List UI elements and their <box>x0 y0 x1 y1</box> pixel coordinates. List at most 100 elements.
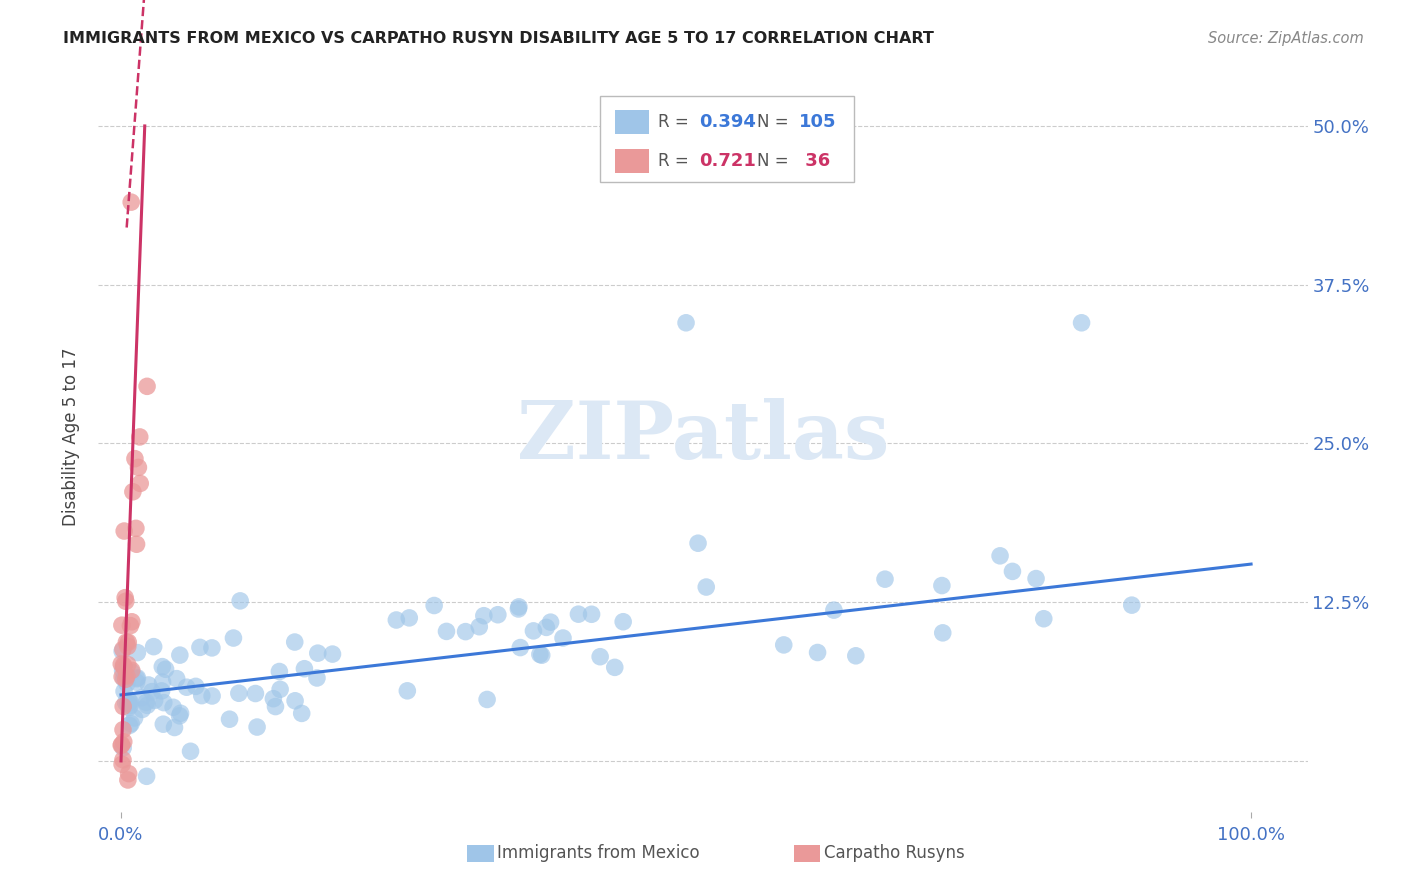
Point <box>540 615 562 629</box>
Point <box>307 646 329 660</box>
Point <box>169 648 191 662</box>
Point <box>136 379 159 393</box>
Point <box>695 580 717 594</box>
Point <box>114 673 136 687</box>
Point <box>398 611 420 625</box>
Point <box>150 659 173 673</box>
Point <box>166 672 188 686</box>
Point <box>111 618 134 632</box>
Point <box>153 696 176 710</box>
Point <box>127 671 149 685</box>
Point <box>169 709 191 723</box>
Point <box>112 699 135 714</box>
Point <box>120 716 142 731</box>
Point <box>124 711 146 725</box>
Point <box>125 521 148 535</box>
Point <box>118 700 141 714</box>
Point <box>117 640 139 654</box>
Point <box>305 671 328 685</box>
Point <box>162 700 184 714</box>
Point <box>529 648 551 662</box>
Point <box>135 695 157 709</box>
Text: Carpatho Rusyns: Carpatho Rusyns <box>824 844 965 862</box>
Point <box>508 602 530 616</box>
Point <box>686 536 709 550</box>
Point <box>121 665 143 680</box>
Point <box>1025 572 1047 586</box>
Point <box>152 717 174 731</box>
Text: R =: R = <box>658 153 695 170</box>
Text: R =: R = <box>658 113 695 131</box>
Point <box>284 635 307 649</box>
Point <box>136 698 159 713</box>
Point <box>423 599 446 613</box>
Point <box>436 624 458 639</box>
Bar <box>614 111 648 135</box>
Point <box>120 695 142 709</box>
Point <box>111 642 134 657</box>
Point <box>180 744 202 758</box>
Text: 36: 36 <box>799 153 830 170</box>
Point <box>152 675 174 690</box>
Text: 0.394: 0.394 <box>699 113 756 131</box>
Point <box>128 430 150 444</box>
Point <box>115 676 138 690</box>
Point <box>245 686 267 700</box>
Point <box>551 631 574 645</box>
Text: ZIPatlas: ZIPatlas <box>517 398 889 476</box>
Point <box>122 484 145 499</box>
Point <box>120 698 142 713</box>
Text: Source: ZipAtlas.com: Source: ZipAtlas.com <box>1208 31 1364 46</box>
Point <box>294 662 316 676</box>
Point <box>603 660 626 674</box>
Point <box>932 625 955 640</box>
Point <box>1001 565 1024 579</box>
Point <box>201 640 224 655</box>
Point <box>873 572 896 586</box>
Point <box>589 649 612 664</box>
Text: N =: N = <box>758 113 794 131</box>
Point <box>110 657 132 671</box>
FancyBboxPatch shape <box>600 96 855 182</box>
Point <box>141 684 163 698</box>
Point <box>117 657 139 672</box>
Point <box>114 696 136 710</box>
Point <box>125 672 148 686</box>
Point <box>291 706 314 721</box>
Point <box>155 662 177 676</box>
Point <box>262 691 284 706</box>
Point <box>114 591 136 605</box>
Point <box>486 607 509 622</box>
Point <box>125 537 148 551</box>
Point <box>454 624 477 639</box>
Point <box>468 620 491 634</box>
Point <box>396 683 419 698</box>
Point <box>988 549 1011 563</box>
Point <box>806 645 828 659</box>
Point <box>112 658 135 673</box>
Point <box>612 615 634 629</box>
Point <box>121 615 143 629</box>
Point <box>114 594 136 608</box>
Point <box>201 689 224 703</box>
Point <box>229 594 252 608</box>
Point <box>125 675 148 690</box>
Point <box>530 648 553 663</box>
Bar <box>467 846 494 862</box>
Point <box>118 718 141 732</box>
Point <box>150 684 173 698</box>
Point <box>131 690 153 705</box>
Bar <box>793 846 820 862</box>
Text: 105: 105 <box>799 113 837 131</box>
Point <box>142 640 165 654</box>
Point <box>127 460 149 475</box>
Point <box>246 720 269 734</box>
Point <box>131 702 153 716</box>
Point <box>581 607 603 622</box>
Point <box>191 689 214 703</box>
Point <box>176 680 198 694</box>
Point <box>111 753 134 767</box>
Point <box>129 476 152 491</box>
Point <box>112 659 135 673</box>
Point <box>121 664 143 678</box>
